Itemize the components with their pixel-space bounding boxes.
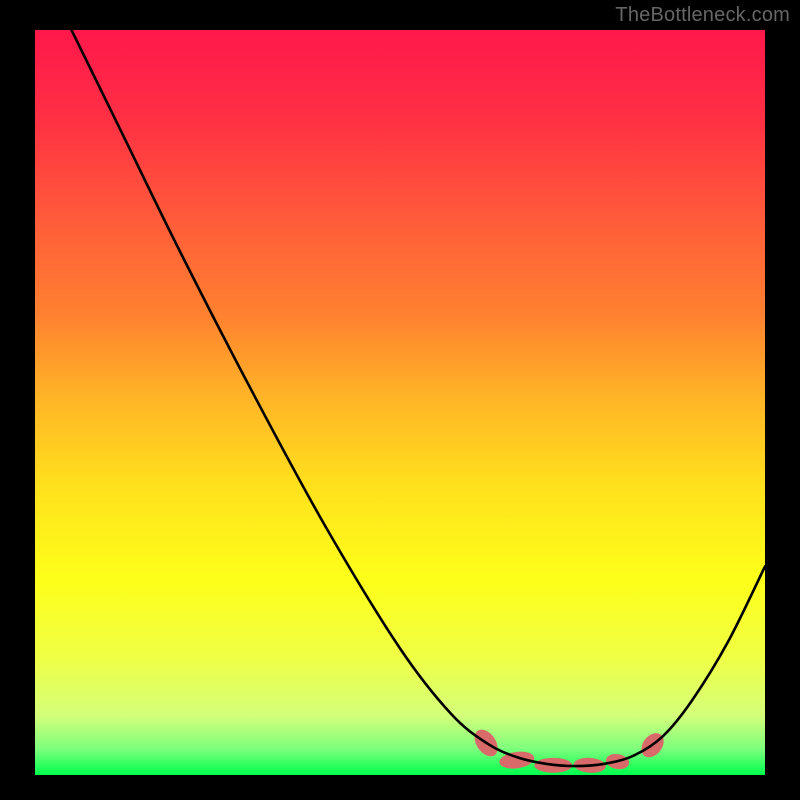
curve-line: [72, 30, 766, 766]
bottleneck-curve: [35, 30, 765, 775]
chart-frame: TheBottleneck.com: [0, 0, 800, 800]
plot-area: [35, 30, 765, 775]
watermark-text: TheBottleneck.com: [615, 4, 790, 27]
